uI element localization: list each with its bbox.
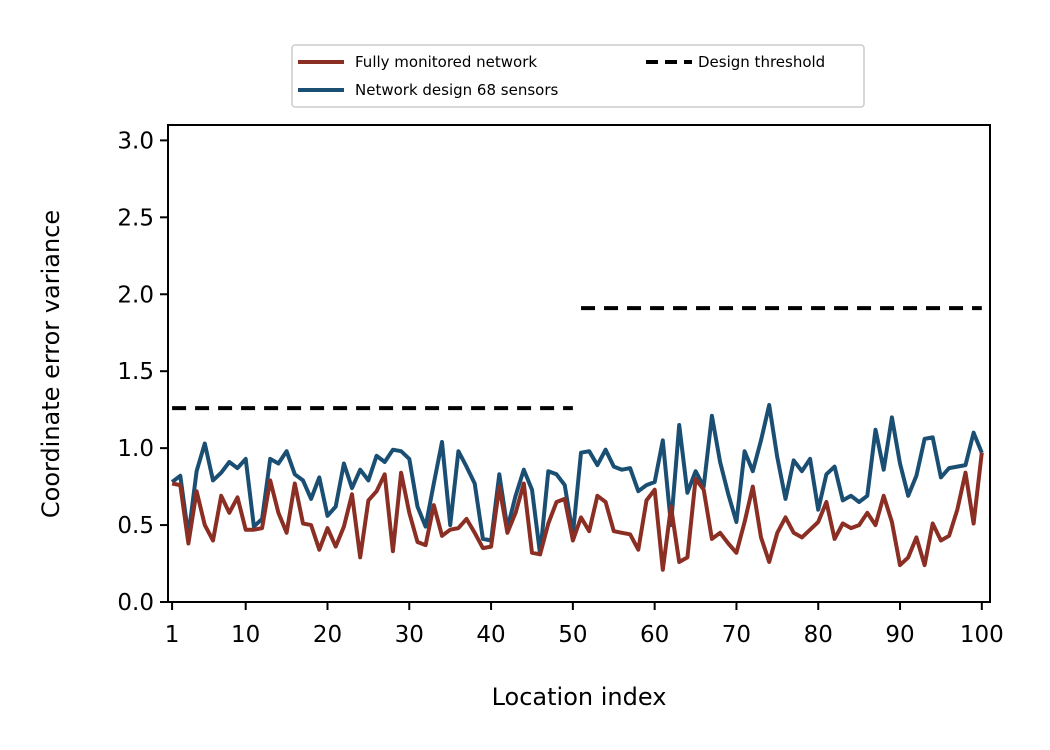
y-tick-label: 2.0: [117, 282, 154, 308]
y-tick-label: 0.0: [117, 590, 154, 616]
x-tick-label: 20: [313, 622, 342, 648]
x-tick-label: 100: [960, 622, 1004, 648]
x-tick-label: 50: [558, 622, 587, 648]
x-axis: 1 10 20 30 40 50 60 70 80 90 100: [165, 602, 1004, 648]
legend: Fully monitored network Network design 6…: [291, 44, 865, 108]
y-tick-label: 2.5: [117, 205, 154, 231]
y-axis: 0.0 0.5 1.0 1.5 2.0 2.5 3.0: [117, 128, 168, 616]
x-tick-label: 90: [885, 622, 914, 648]
plot-frame: [167, 124, 991, 603]
legend-label-network-design: Network design 68 sensors: [355, 81, 558, 99]
x-tick-label: 30: [395, 622, 424, 648]
series-line-fully-monitored: [171, 452, 984, 572]
series-line-network-design: [170, 403, 984, 557]
y-tick-label: 3.0: [117, 128, 154, 154]
x-tick-label: 40: [476, 622, 505, 648]
legend-label-fully-monitored: Fully monitored network: [355, 53, 537, 71]
x-axis-title: Location index: [492, 683, 667, 711]
y-axis-title: Coordinate error variance: [37, 210, 65, 518]
plot-area: [170, 306, 984, 572]
y-tick-label: 1.0: [117, 436, 154, 462]
legend-frame: [291, 44, 865, 108]
y-tick-label: 1.5: [117, 359, 154, 385]
x-tick-label: 70: [722, 622, 751, 648]
y-tick-label: 0.5: [117, 513, 154, 539]
x-tick-label: 1: [165, 622, 180, 648]
x-tick-label: 80: [804, 622, 833, 648]
x-tick-label: 60: [640, 622, 669, 648]
x-tick-label: 10: [231, 622, 260, 648]
legend-label-design-threshold: Design threshold: [698, 53, 825, 71]
